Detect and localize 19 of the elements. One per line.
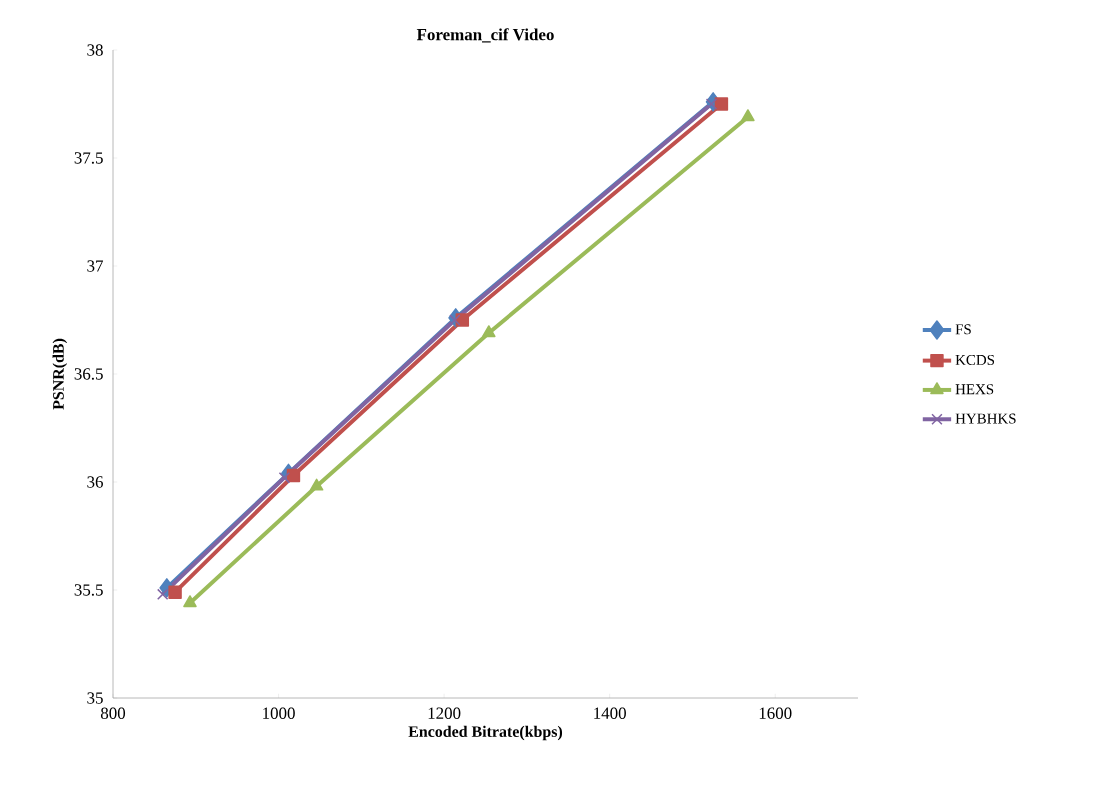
y-tick-label: 37.5 <box>74 152 103 164</box>
x-tick-label: 1400 <box>594 707 626 719</box>
legend-label: KCDS <box>955 354 995 365</box>
y-axis-title: PSNR(dB) <box>52 338 68 410</box>
y-tick-label: 36 <box>87 476 103 488</box>
y-tick-label: 38 <box>87 44 103 56</box>
x-tick-label: 1000 <box>263 707 295 719</box>
x-tick-label: 1200 <box>428 707 461 719</box>
y-tick-label: 36.5 <box>74 368 103 380</box>
x-tick-label: 800 <box>100 707 126 719</box>
x-tick-label: 1600 <box>759 707 792 719</box>
y-tick-label: 35 <box>87 692 103 704</box>
y-tick-label: 37 <box>87 260 104 272</box>
legend-label: FS <box>955 324 971 335</box>
legend-label: HEXS <box>955 384 994 395</box>
x-axis-title: Encoded Bitrate(kbps) <box>408 725 563 741</box>
legend-label: HYBHKS <box>955 413 1016 424</box>
chart-title: Foreman_cif Video <box>416 28 554 43</box>
y-tick-label: 35.5 <box>74 584 103 596</box>
